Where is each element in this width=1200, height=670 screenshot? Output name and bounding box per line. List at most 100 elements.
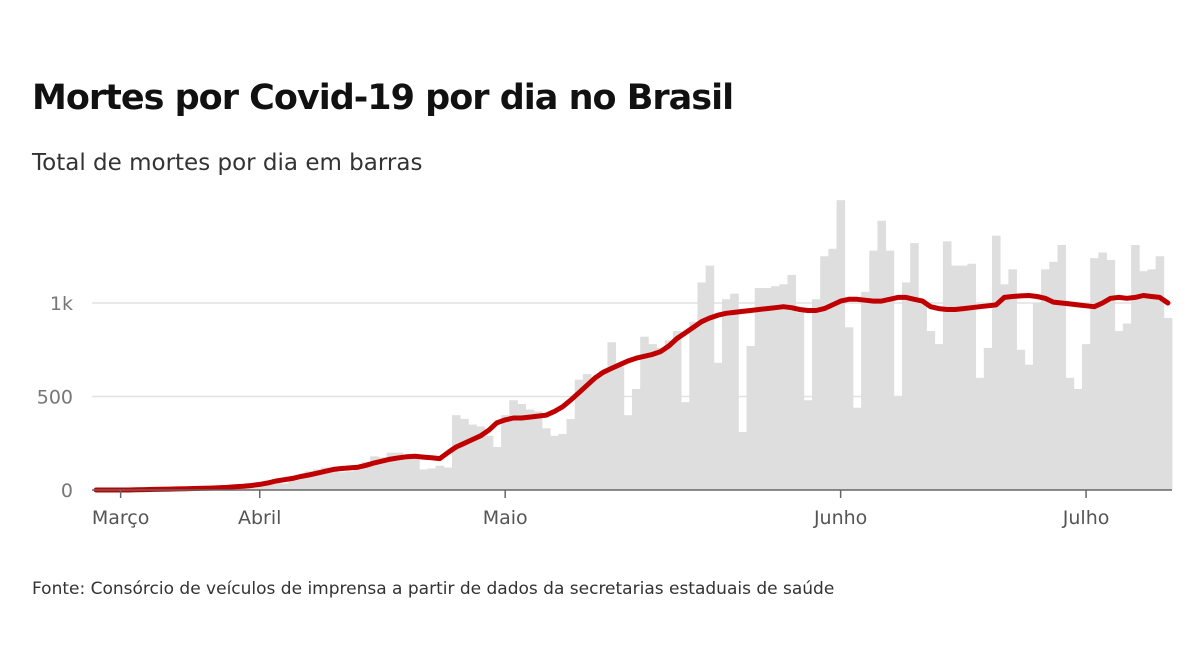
bar	[632, 389, 641, 490]
bar	[1000, 284, 1009, 490]
bar	[402, 454, 412, 490]
bar	[844, 327, 854, 490]
bar	[1147, 269, 1157, 490]
bar	[656, 347, 666, 490]
x-tick-label: Março	[92, 507, 150, 529]
bar	[411, 456, 420, 490]
bar	[386, 452, 396, 490]
bar	[607, 342, 617, 490]
bar	[435, 465, 445, 490]
bar	[509, 400, 518, 490]
bar	[1024, 364, 1034, 490]
bar	[689, 321, 698, 490]
bar	[722, 299, 731, 490]
bar	[378, 457, 387, 490]
bar	[1073, 389, 1083, 490]
bar	[476, 426, 486, 490]
bar	[525, 409, 535, 490]
x-tick-label: Maio	[483, 507, 528, 529]
bar	[1106, 259, 1116, 490]
bar	[1049, 261, 1058, 490]
bar	[460, 418, 469, 490]
bar	[812, 299, 821, 490]
chart-subtitle: Total de mortes por dia em barras	[32, 150, 423, 176]
bar	[738, 432, 747, 490]
bar	[542, 428, 551, 490]
bar	[566, 418, 576, 490]
bar	[419, 469, 428, 490]
moving-average-series	[93, 293, 1171, 493]
bar	[746, 346, 756, 490]
bar	[951, 265, 960, 490]
bar	[362, 461, 371, 490]
bar	[1163, 317, 1173, 490]
bar	[321, 467, 330, 490]
bar-series	[141, 200, 1173, 490]
bar	[820, 256, 829, 490]
bar	[1016, 349, 1026, 490]
bar	[591, 377, 600, 490]
bar	[836, 200, 846, 490]
bar	[902, 282, 911, 490]
bar	[1057, 245, 1067, 490]
bar	[443, 467, 453, 490]
bar	[828, 248, 837, 490]
bar	[926, 331, 936, 490]
bar	[582, 374, 592, 490]
bar	[877, 220, 887, 490]
bar	[795, 312, 805, 490]
bar	[427, 468, 437, 490]
bar	[730, 293, 739, 490]
bar	[599, 370, 608, 490]
bar	[1114, 331, 1124, 490]
x-tick-label: Abril	[238, 507, 281, 529]
bar	[664, 340, 674, 490]
bar	[779, 284, 788, 490]
bar	[272, 478, 281, 490]
bar	[852, 407, 862, 490]
bar	[934, 344, 944, 490]
bar	[992, 235, 1001, 490]
bar	[1065, 377, 1075, 490]
bar	[959, 265, 968, 490]
bar	[452, 415, 461, 490]
bar	[1139, 271, 1148, 490]
bar	[329, 467, 338, 490]
bar	[967, 263, 977, 490]
bar	[869, 250, 878, 490]
bar	[1008, 269, 1017, 490]
bar	[1098, 252, 1107, 490]
bar	[468, 424, 477, 490]
deaths-per-day-chart: 0 500 1k Março Abril Maio Junho Julho	[37, 200, 1173, 529]
bar	[771, 286, 780, 490]
bar	[312, 469, 322, 490]
moving-average-line	[93, 293, 1171, 493]
bar	[754, 288, 764, 490]
bar	[1032, 303, 1042, 490]
bar	[713, 362, 723, 490]
bar	[304, 471, 314, 490]
bar	[394, 452, 404, 490]
bar	[762, 288, 772, 490]
bar	[861, 291, 870, 490]
bar	[550, 435, 559, 490]
bar	[697, 282, 707, 490]
bar	[803, 400, 813, 490]
y-tick-label: 500	[37, 387, 73, 409]
bar	[247, 486, 257, 490]
bar	[288, 478, 297, 490]
bar	[975, 377, 985, 490]
x-tick-label: Julho	[1062, 507, 1110, 529]
bar	[484, 435, 494, 490]
bar	[1082, 344, 1091, 490]
bar	[370, 456, 379, 490]
bar	[893, 396, 903, 490]
y-tick-label: 0	[61, 480, 73, 502]
x-tick-label: Junho	[813, 507, 867, 529]
bar	[1122, 323, 1132, 490]
bar	[533, 411, 543, 490]
y-axis-ticks: 0 500 1k	[37, 293, 73, 502]
bar	[1090, 258, 1099, 490]
bar	[885, 250, 895, 490]
bar	[1155, 256, 1165, 490]
